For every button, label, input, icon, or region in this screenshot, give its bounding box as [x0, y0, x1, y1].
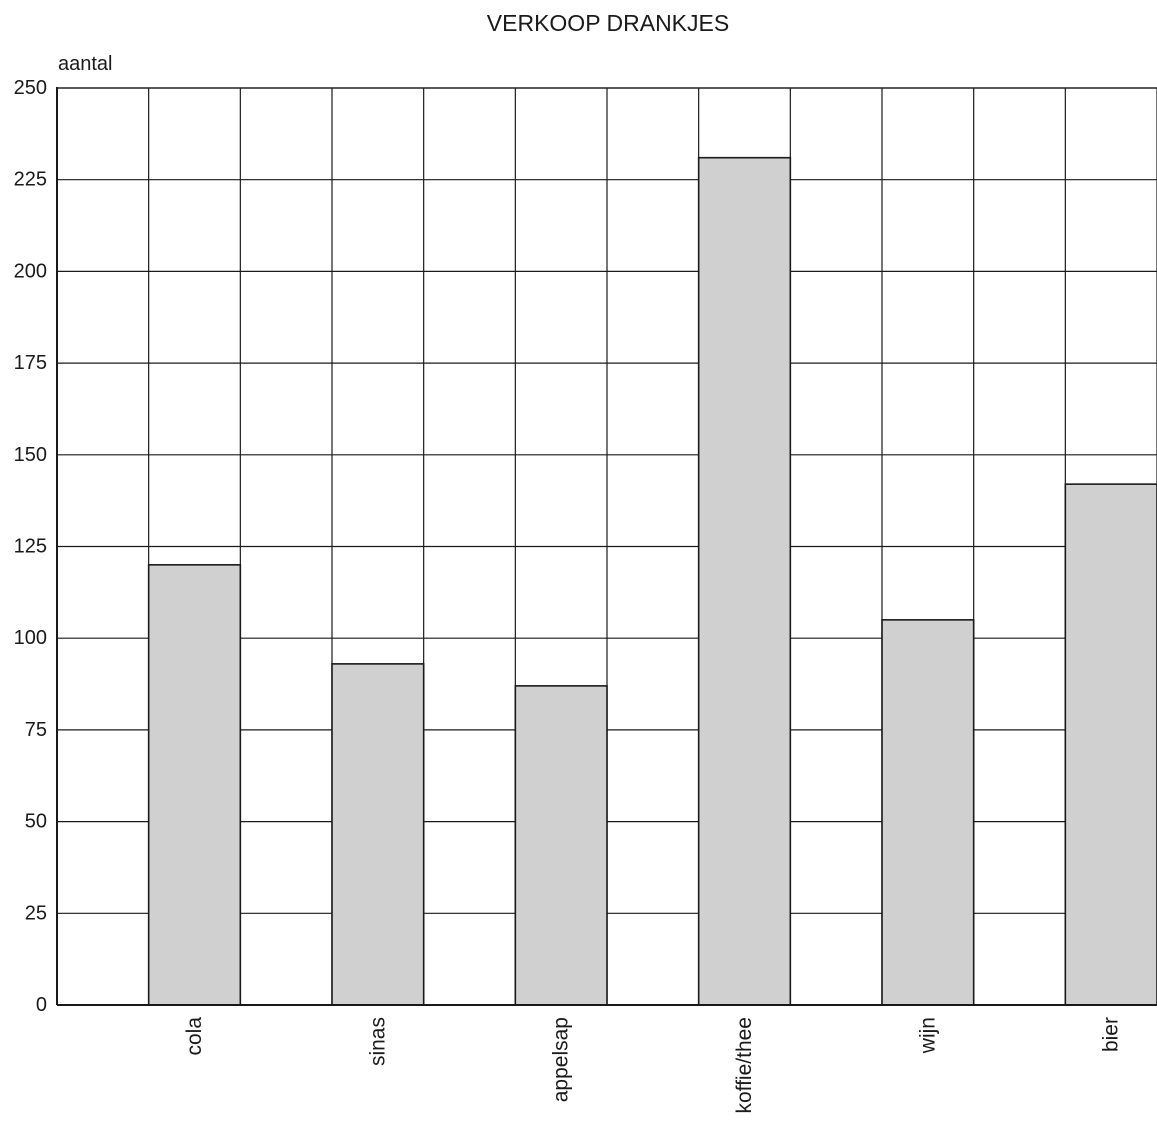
- bar-sinas: [331, 663, 425, 1006]
- bar-bier: [1064, 483, 1157, 1006]
- y-tick-label: 0: [36, 994, 47, 1016]
- x-tick-label: wijn: [916, 1017, 939, 1054]
- chart-title: VERKOOP DRANKJES: [487, 10, 729, 36]
- x-tick-label: appelsap: [550, 1017, 573, 1102]
- x-tick-label: cola: [183, 1017, 206, 1056]
- y-axis-label: aantal: [58, 53, 113, 75]
- x-tick-label: sinas: [366, 1017, 389, 1066]
- bar-appelsap: [514, 685, 608, 1006]
- y-tick-label: 250: [14, 77, 47, 99]
- y-tick-label: 125: [14, 536, 47, 558]
- x-tick-label: koffie/thee: [733, 1017, 756, 1114]
- y-tick-labels: 0 25 50 75 100 125 150 175 200 225 250: [14, 77, 47, 1016]
- y-tick-label: 100: [14, 627, 47, 649]
- bars: [147, 156, 1157, 1006]
- x-tick-labels: cola sinas appelsap koffie/thee wijn bier: [183, 1017, 1123, 1114]
- x-tick-label: bier: [1100, 1017, 1123, 1052]
- y-tick-label: 150: [14, 444, 47, 466]
- y-tick-label: 175: [14, 352, 47, 374]
- y-tick-label: 200: [14, 260, 47, 282]
- y-tick-label: 75: [25, 719, 47, 741]
- bar-wijn: [881, 619, 975, 1006]
- bar-cola: [147, 564, 242, 1006]
- y-tick-label: 50: [25, 811, 47, 833]
- axes: [56, 87, 1157, 1006]
- bar-koffie-thee: [697, 156, 792, 1006]
- y-tick-label: 225: [14, 169, 47, 191]
- y-tick-label: 25: [25, 902, 47, 924]
